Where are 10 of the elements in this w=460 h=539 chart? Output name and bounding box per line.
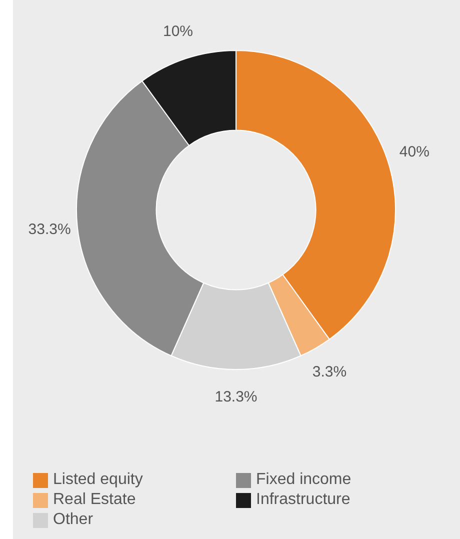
data-label: 40% xyxy=(399,143,430,160)
data-label: 10% xyxy=(162,22,194,40)
data-label: 13.3% xyxy=(214,388,258,406)
legend-label: Infrastructure xyxy=(256,491,350,509)
legend-label: Listed equity xyxy=(53,471,143,489)
legend-label: Real Estate xyxy=(53,491,136,509)
data-label: 3.3% xyxy=(312,364,347,381)
legend-label: Fixed income xyxy=(256,471,352,489)
legend-label: Other xyxy=(53,511,94,529)
data-label: 33.3% xyxy=(28,220,71,238)
